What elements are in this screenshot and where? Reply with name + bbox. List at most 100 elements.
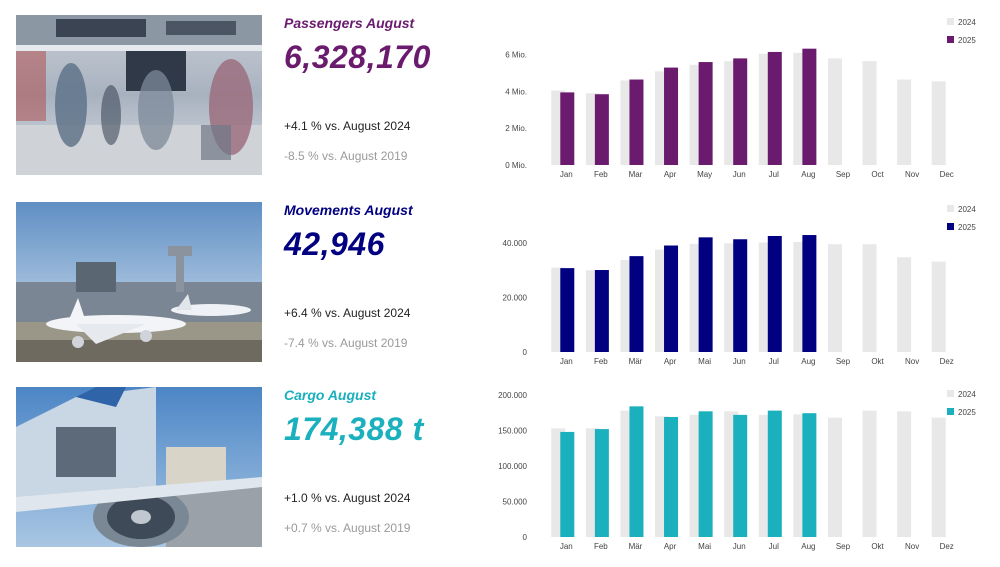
legend-label-2024: 2024 [958, 390, 976, 399]
bar-2025 [698, 62, 713, 165]
movements-bar-chart: 0 20.000 40.000 Jan Feb Mär Apr Mai Jun Jul Aug Sep… [503, 205, 976, 366]
movements-title: Movements August [284, 202, 413, 218]
bar-2025 [560, 268, 575, 352]
bar-2025 [767, 51, 782, 165]
x-tick-label: Nov [905, 357, 919, 366]
y-tick-label: 50.000 [503, 498, 528, 507]
bar-2025 [698, 237, 713, 352]
bar-2025 [594, 429, 609, 537]
x-tick-label: Jun [733, 170, 746, 179]
x-tick-label: Jul [769, 542, 779, 551]
passengers-title: Passengers August [284, 15, 415, 31]
cargo-vs-2024: +1.0 % vs. August 2024 [284, 491, 411, 505]
x-tick-label: Mar [629, 170, 643, 179]
x-tick-label: Jun [733, 542, 746, 551]
y-tick-label: 200.000 [498, 391, 527, 400]
x-tick-label: Oct [871, 170, 884, 179]
bar-2024 [897, 79, 912, 165]
x-tick-label: Nov [905, 170, 919, 179]
x-tick-label: Sep [836, 170, 851, 179]
legend-swatch-2025 [947, 408, 954, 415]
bar-2024 [931, 261, 946, 352]
bar-2025 [629, 79, 644, 165]
y-tick-label: 100.000 [498, 462, 527, 471]
bar-2024 [862, 244, 877, 352]
passengers-vs-2024: +4.1 % vs. August 2024 [284, 119, 411, 133]
x-tick-label: Aug [801, 357, 815, 366]
x-tick-label: Apr [664, 170, 677, 179]
bar-2024 [897, 411, 912, 537]
movements-vs-2024: +6.4 % vs. August 2024 [284, 306, 411, 320]
bar-2025 [733, 58, 748, 165]
bar-2025 [629, 406, 644, 537]
bar-2025 [767, 235, 782, 352]
bar-2025 [802, 413, 817, 537]
bar-2025 [698, 411, 713, 537]
bar-2024 [862, 410, 877, 537]
x-tick-label: Dec [940, 170, 954, 179]
cargo-title: Cargo August [284, 387, 377, 403]
legend-label-2024: 2024 [958, 205, 976, 214]
x-tick-label: Apr [664, 357, 677, 366]
x-tick-label: Jan [560, 357, 573, 366]
x-tick-label: Okt [871, 542, 884, 551]
x-tick-label: Mai [698, 357, 711, 366]
passengers-bar-chart: 0 Mio. 2 Mio. 4 Mio. 6 Mio. Jan Feb Mar Apr May J… [505, 18, 976, 179]
x-tick-label: Dez [940, 357, 954, 366]
legend-label-2025: 2025 [958, 36, 976, 45]
cargo-row: Cargo August 174,388 t +1.0 % vs. August… [0, 387, 1000, 562]
aircraft-at-airport-photo [16, 202, 262, 362]
y-tick-label: 0 [523, 348, 528, 357]
legend-swatch-2024 [947, 18, 954, 25]
x-tick-label: Mär [629, 542, 643, 551]
bar-2025 [560, 431, 575, 537]
bar-2025 [733, 414, 748, 537]
legend-swatch-2025 [947, 223, 954, 230]
passengers-chart: 0 Mio. 2 Mio. 4 Mio. 6 Mio. Jan Feb Mar Apr May J… [495, 15, 985, 190]
movements-value: 42,946 [284, 226, 385, 262]
bar-2025 [802, 48, 817, 166]
bar-2025 [664, 417, 679, 537]
bar-2025 [594, 270, 609, 352]
bar-2025 [733, 239, 748, 352]
bar-2025 [664, 245, 679, 352]
legend-label-2025: 2025 [958, 223, 976, 232]
y-tick-label: 20.000 [503, 294, 528, 303]
x-tick-label: May [697, 170, 712, 179]
y-tick-label: 0 Mio. [505, 161, 527, 170]
x-tick-label: Jan [560, 542, 573, 551]
movements-vs-2019: -7.4 % vs. August 2019 [284, 336, 408, 350]
legend-label-2024: 2024 [958, 18, 976, 27]
x-tick-label: Aug [801, 170, 815, 179]
bar-2025 [802, 235, 817, 352]
x-tick-label: Feb [594, 170, 608, 179]
airport-terminal-crowd-photo [16, 15, 262, 175]
x-tick-label: Feb [594, 542, 608, 551]
bar-2024 [897, 257, 912, 352]
cargo-bar-chart: 0 50.000 100.000 150.000 200.000 Jan Feb Mär Apr… [498, 390, 976, 551]
cargo-aircraft-loading-photo [16, 387, 262, 547]
x-tick-label: Jan [560, 170, 573, 179]
movements-row: Movements August 42,946 +6.4 % vs. Augus… [0, 202, 1000, 377]
y-tick-label: 2 Mio. [505, 124, 527, 133]
bar-2025 [767, 410, 782, 537]
x-tick-label: Jul [769, 357, 779, 366]
x-tick-label: Jul [769, 170, 779, 179]
x-tick-label: Sep [836, 542, 851, 551]
cargo-vs-2019: +0.7 % vs. August 2019 [284, 521, 411, 535]
legend-swatch-2025 [947, 36, 954, 43]
passengers-value: 6,328,170 [284, 39, 431, 75]
passengers-vs-2019: -8.5 % vs. August 2019 [284, 149, 408, 163]
bar-2024 [827, 417, 842, 537]
y-tick-label: 0 [523, 533, 528, 542]
bar-2025 [664, 67, 679, 165]
movements-chart: 0 20.000 40.000 Jan Feb Mär Apr Mai Jun Jul Aug Sep… [495, 202, 985, 377]
legend-swatch-2024 [947, 390, 954, 397]
passengers-row: Passengers August 6,328,170 +4.1 % vs. A… [0, 15, 1000, 190]
x-tick-label: Mai [698, 542, 711, 551]
bar-2024 [931, 417, 946, 537]
y-tick-label: 6 Mio. [505, 51, 527, 60]
x-tick-label: Feb [594, 357, 608, 366]
y-tick-label: 150.000 [498, 427, 527, 436]
x-tick-label: Nov [905, 542, 919, 551]
